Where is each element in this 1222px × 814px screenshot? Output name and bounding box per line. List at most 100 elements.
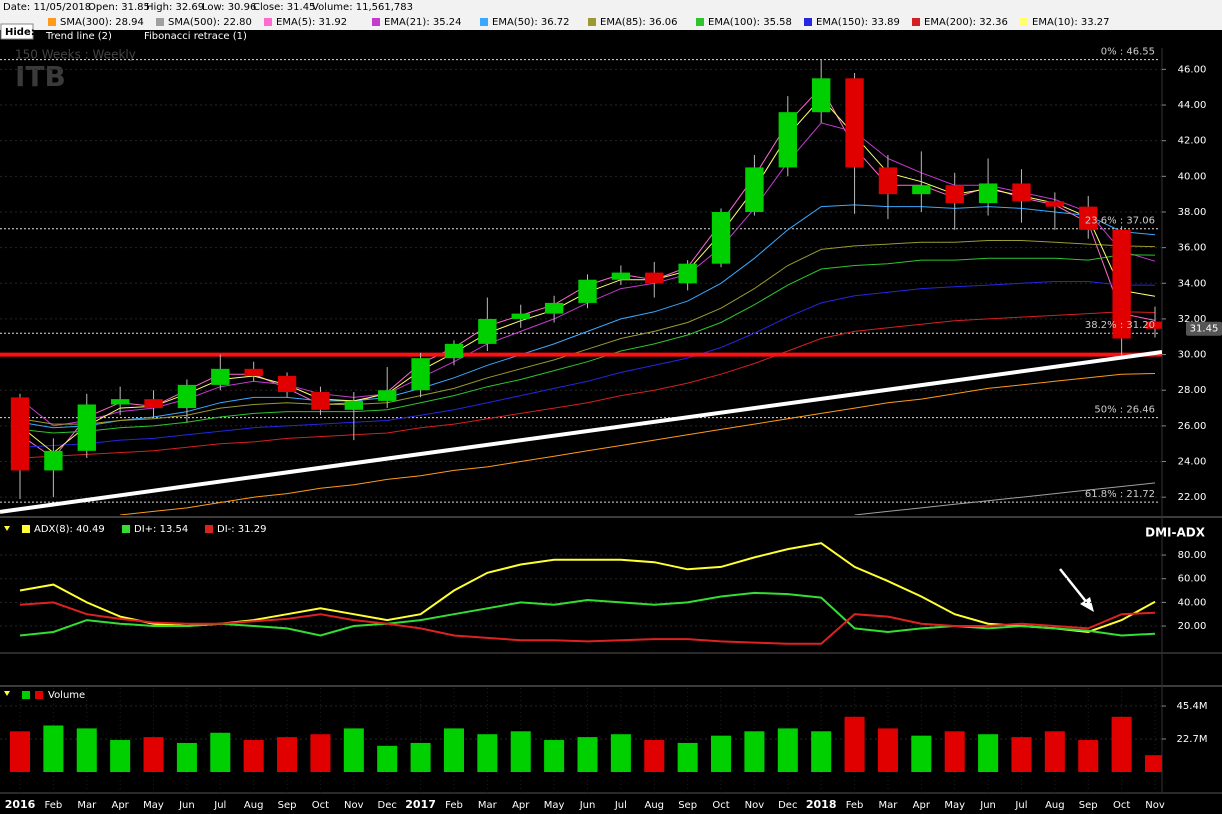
legend-swatch (480, 18, 488, 26)
candle-body (711, 211, 731, 264)
x-tick-label: Aug (644, 800, 664, 811)
y-tick-label: 32.00 (1178, 314, 1207, 325)
y-tick-label: 45.4M (1177, 701, 1208, 712)
moving-average-line (19, 204, 1156, 429)
arrow-shaft (1059, 568, 1089, 605)
x-tick-label: 2016 (5, 798, 36, 811)
candle-body (511, 313, 530, 319)
candle-body (678, 263, 697, 284)
volume-bar (143, 737, 164, 772)
moving-average-line (19, 281, 1156, 448)
legend-swatch (696, 18, 704, 26)
candle-body (1145, 321, 1162, 329)
volume-bar (744, 731, 765, 772)
legend-swatch (22, 691, 30, 699)
candle-body (277, 375, 297, 393)
y-tick-label: 22.7M (1177, 734, 1208, 745)
trend-line (0, 350, 1162, 514)
legend-swatch (156, 18, 164, 26)
x-tick-label: Jul (1014, 800, 1027, 811)
legend-label: ADX(8): 40.49 (34, 524, 105, 535)
x-tick-label: Apr (913, 800, 931, 811)
x-tick-label: Mar (879, 800, 899, 811)
legend-label: EMA(200): 32.36 (924, 17, 1008, 28)
y-tick-label: 40.00 (1178, 597, 1207, 608)
legend-label: EMA(5): 31.92 (276, 17, 347, 28)
hide-label[interactable]: Hide: (5, 27, 35, 38)
candle-body (578, 279, 597, 303)
legend-label: DI+: 13.54 (134, 524, 188, 535)
header-bar (0, 0, 1222, 30)
volume-bar (343, 728, 364, 772)
y-tick-label: 42.00 (1178, 136, 1207, 147)
volume-bar (243, 740, 264, 772)
volume-bar (644, 740, 665, 772)
x-tick-label: Feb (445, 800, 463, 811)
hide-box[interactable] (0, 23, 34, 40)
volume-bar (1111, 716, 1132, 772)
y-tick-label: 40.00 (1178, 171, 1207, 182)
x-tick-label: Nov (1145, 800, 1165, 811)
last-price-label: 31.45 (1190, 324, 1219, 335)
legend-swatch (48, 18, 56, 26)
volume-bar (377, 745, 398, 772)
volume-bar (210, 732, 231, 772)
header-field: Date: 11/05/2018 (3, 2, 91, 13)
x-tick-label: Nov (344, 800, 364, 811)
candle-body (811, 78, 831, 113)
volume-bar (844, 716, 865, 772)
x-tick-label: Feb (45, 800, 63, 811)
volume-bar (877, 728, 898, 772)
fib-label: 61.8% : 21.72 (1085, 489, 1155, 500)
plot-layer: 2016 Feb Mar Apr May Jun Jul Aug Sep Oct Nov Dec 201… (0, 17, 1222, 811)
toggle[interactable]: Fibonacci retrace (1) (144, 31, 247, 42)
candle-body (978, 183, 998, 204)
candle-body (912, 185, 931, 195)
y-tick-label: 44.00 (1178, 100, 1207, 111)
panel (0, 542, 1162, 645)
volume-bar (477, 734, 498, 772)
x-tick-label: Mar (77, 800, 97, 811)
volume-bar (944, 731, 965, 772)
candle-body (611, 272, 631, 280)
candle-body (778, 112, 797, 168)
candle-body (110, 399, 130, 405)
annotation-arrow (1059, 568, 1094, 612)
y-tick-label: 36.00 (1178, 243, 1207, 254)
volume-bar (1044, 731, 1065, 772)
header-field: Open: 31.85 (88, 2, 150, 13)
volume-bar (811, 731, 832, 772)
volume-bar (310, 734, 331, 772)
toggle[interactable]: Trend line (2) (45, 31, 112, 42)
x-tick-label: Nov (745, 800, 765, 811)
header-field: Close: 31.45 (253, 2, 315, 13)
legend-label: EMA(150): 33.89 (816, 17, 900, 28)
legend-label: EMA(10): 33.27 (1032, 17, 1110, 28)
legend-swatch (35, 691, 43, 699)
candle-body (344, 400, 364, 410)
legend-label: EMA(21): 35.24 (384, 17, 462, 28)
volume-bar (410, 742, 431, 772)
volume-bar (677, 742, 698, 772)
volume-bar (9, 731, 31, 772)
candle-body (1079, 206, 1098, 230)
volume-bar (76, 728, 97, 772)
legend-label: DI-: 31.29 (217, 524, 266, 535)
y-tick-label: 26.00 (1178, 421, 1207, 432)
panel (0, 705, 1162, 772)
candle-body (244, 368, 263, 376)
panel-marker (4, 526, 10, 531)
x-tick-label: May (544, 800, 565, 811)
fib-label: 23.6% : 37.06 (1085, 216, 1155, 227)
x-tick-label: Apr (111, 800, 129, 811)
volume-bar (43, 725, 64, 772)
fib-label: 50% : 26.46 (1094, 405, 1155, 416)
legend-swatch (912, 18, 920, 26)
x-tick-label: May (944, 800, 965, 811)
legend-label: SMA(300): 28.94 (60, 17, 144, 28)
x-tick-label: Oct (712, 800, 729, 811)
moving-average-line (120, 373, 1156, 515)
volume-bar (277, 737, 298, 772)
x-tick-label: Sep (1079, 800, 1098, 811)
